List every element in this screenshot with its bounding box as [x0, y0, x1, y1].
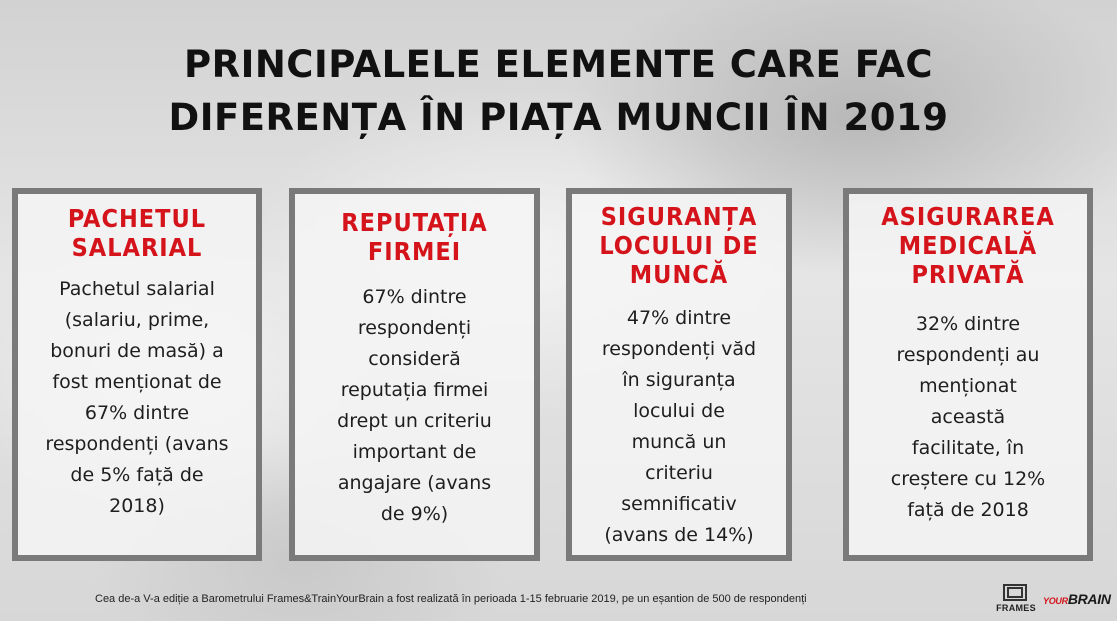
card-company-reputation: REPUTAȚIA FIRMEI 67% dintre respondenți … — [289, 188, 540, 561]
page-title: PRINCIPALELE ELEMENTE CARE FAC DIFERENȚA… — [0, 38, 1117, 144]
card-body-line: respondenți văd — [601, 338, 757, 360]
card-title: REPUTAȚIA FIRMEI — [303, 208, 526, 266]
card-title-line: SALARIAL — [71, 233, 203, 262]
card-job-security: SIGURANȚA LOCULUI DE MUNCĂ 47% dintre re… — [566, 188, 792, 561]
card-body-line: respondenți au — [896, 344, 1040, 366]
card-body-line: important de — [352, 441, 477, 463]
card-title-line: LOCULUI DE — [599, 231, 759, 260]
card-body-line: 2018) — [109, 495, 165, 517]
trainyourbrain-logo: YOURBRAIN — [1043, 591, 1111, 607]
logo-brain-text: BRAIN — [1067, 591, 1111, 607]
card-title-line: FIRMEI — [367, 237, 462, 266]
card-body-line: Pachetul salarial — [59, 278, 215, 300]
card-title-line: ASIGURAREA — [881, 202, 1055, 231]
logo-your-text: YOUR — [1043, 596, 1068, 606]
card-body-line: 32% dintre — [915, 313, 1021, 335]
card-body-line: respondenți (avans — [45, 433, 229, 455]
card-body-line: semnificativ — [621, 493, 737, 515]
card-title: ASIGURAREA MEDICALĂ PRIVATĂ — [857, 202, 1079, 289]
card-body-line: față de 2018 — [907, 499, 1029, 521]
card-body-line: respondenți — [357, 317, 472, 339]
card-body-line: (salariu, prime, — [64, 309, 210, 331]
frames-logo-inner-frame — [1007, 587, 1023, 598]
card-body-line: în siguranța — [622, 369, 736, 391]
card-body-line: de 9%) — [380, 503, 449, 525]
card-body: 32% dintre respondenți au menționat acea… — [863, 309, 1073, 526]
card-body-line: 47% dintre — [626, 307, 732, 329]
card-body-line: drept un criteriu — [337, 410, 492, 432]
card-title-line: PACHETUL — [67, 204, 207, 233]
card-body-line: (avans de 14%) — [604, 524, 754, 546]
card-title-line: SIGURANȚA — [600, 202, 758, 231]
page-title-line-2: DIFERENȚA ÎN PIAȚA MUNCII ÎN 2019 — [168, 96, 949, 139]
survey-footnote: Cea de-a V-a ediție a Barometrului Frame… — [95, 593, 807, 605]
card-title-line: REPUTAȚIA — [341, 208, 488, 237]
card-body-line: 67% dintre — [84, 402, 190, 424]
card-body-line: muncă un — [631, 431, 727, 453]
card-title: SIGURANȚA LOCULUI DE MUNCĂ — [580, 202, 778, 289]
card-body: 67% dintre respondenți consideră reputaț… — [309, 282, 520, 530]
card-body-line: locului de — [633, 400, 725, 422]
frames-logo-text: FRAMES — [996, 603, 1036, 613]
card-title-line: MUNCĂ — [629, 260, 729, 289]
card-body-line: 67% dintre — [362, 286, 467, 308]
card-body-line: fost menționat de — [52, 371, 222, 393]
card-body-line: reputația firmei — [340, 379, 489, 401]
frames-logo-icon — [1003, 584, 1027, 601]
card-title-line: PRIVATĂ — [911, 260, 1025, 289]
card-private-health-insurance: ASIGURAREA MEDICALĂ PRIVATĂ 32% dintre r… — [843, 188, 1093, 561]
card-body-line: menționat — [919, 375, 1017, 397]
card-salary-package: PACHETUL SALARIAL Pachetul salarial (sal… — [12, 188, 262, 561]
card-body-line: de 5% față de — [70, 464, 204, 486]
card-body: 47% dintre respondenți văd în siguranța … — [578, 303, 780, 551]
card-title: PACHETUL SALARIAL — [26, 204, 248, 262]
card-body-line: criteriu — [645, 462, 713, 484]
frames-logo: FRAMES — [995, 584, 1037, 614]
card-body-line: creștere cu 12% — [890, 468, 1046, 490]
card-body-line: bonuri de masă) a — [50, 340, 224, 362]
card-body: Pachetul salarial (salariu, prime, bonur… — [32, 274, 242, 522]
card-body-line: facilitate, în — [911, 437, 1025, 459]
card-body-line: consideră — [368, 348, 461, 370]
card-body-line: angajare (avans — [337, 472, 492, 494]
card-body-line: această — [930, 406, 1006, 428]
card-title-line: MEDICALĂ — [898, 231, 1038, 260]
page-title-line-1: PRINCIPALELE ELEMENTE CARE FAC — [183, 43, 934, 86]
